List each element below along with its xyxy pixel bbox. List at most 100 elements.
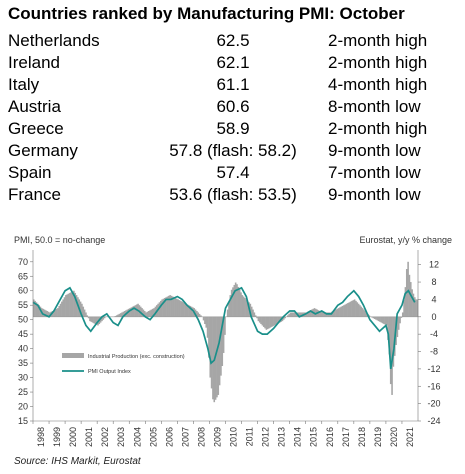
ip-bar	[134, 305, 137, 317]
ip-bar	[67, 293, 70, 317]
ip-bar	[376, 316, 379, 321]
ip-bar	[272, 316, 274, 327]
ip-bar	[311, 309, 313, 317]
ip-bar	[86, 315, 89, 317]
pmi-cell: 57.8 (flash: 58.2)	[169, 141, 297, 160]
ip-bar	[33, 299, 35, 317]
source-note: Source: IHS Markit, Eurostat	[14, 456, 141, 467]
ip-bar	[288, 313, 290, 317]
ip-bar	[242, 296, 245, 317]
country-cell: Italy	[8, 75, 40, 94]
ip-bar	[356, 302, 359, 317]
ip-bar	[87, 316, 90, 319]
ip-bar	[413, 297, 416, 317]
ip-bar	[182, 302, 185, 317]
ip-bar	[150, 309, 153, 317]
ip-bar	[170, 295, 173, 317]
ip-bar	[190, 306, 193, 317]
ip-bar	[232, 287, 234, 317]
ip-bar	[289, 312, 292, 317]
ip-bar	[81, 303, 83, 317]
ip-bar	[261, 316, 264, 326]
left-tick-label: 65	[18, 271, 28, 281]
ip-bar	[196, 311, 198, 317]
ip-bar	[333, 310, 336, 317]
ip-bar	[45, 310, 47, 317]
ip-bar	[317, 310, 320, 317]
left-tick-label: 45	[18, 329, 28, 339]
ip-bar	[404, 287, 407, 317]
ip-bar	[115, 315, 118, 317]
legend-swatch-ip	[62, 353, 84, 358]
ip-bar	[381, 316, 384, 324]
legend: Industrial Production (exc. construction…	[62, 353, 185, 375]
ip-bar	[385, 316, 388, 326]
ip-bar	[142, 309, 145, 317]
ip-bar	[90, 316, 93, 322]
ip-bar	[357, 303, 360, 317]
pmi-cell: 61.1	[216, 75, 250, 94]
ip-bar	[320, 311, 322, 317]
ip-bar	[300, 312, 302, 317]
ip-bar	[217, 316, 220, 395]
ip-bar	[218, 316, 221, 386]
left-tick-label: 70	[18, 257, 28, 267]
x-tick-label: 2006	[164, 427, 174, 447]
ip-bar	[351, 300, 353, 317]
ip-bar	[363, 309, 365, 317]
ip-bar	[224, 316, 226, 335]
ip-bar	[237, 286, 240, 317]
ip-bar	[308, 311, 310, 317]
x-tick-label: 2002	[100, 427, 110, 447]
x-tick-label: 2011	[245, 427, 255, 446]
ip-bar	[336, 308, 339, 317]
ip-bar	[228, 302, 230, 317]
country-cell: Germany	[8, 141, 78, 160]
ip-bar	[189, 305, 191, 317]
ip-bar	[416, 299, 419, 317]
ip-bar	[204, 316, 206, 325]
ip-bar	[38, 305, 40, 317]
ip-bar	[178, 300, 181, 317]
ip-bar	[319, 311, 321, 317]
ip-bar	[352, 300, 355, 317]
ip-bar	[89, 316, 91, 322]
ip-bar	[260, 316, 262, 325]
ip-bar	[117, 314, 119, 317]
ip-bar	[392, 316, 395, 367]
ip-bar	[208, 316, 210, 358]
ip-bar	[202, 316, 205, 321]
left-axis-title: PMI, 50.0 = no-change	[14, 235, 105, 245]
ip-bar	[389, 316, 392, 385]
ip-bar	[192, 307, 194, 317]
right-tick-label: -20	[427, 399, 440, 409]
ip-bar	[407, 261, 409, 317]
ip-bar	[91, 316, 94, 323]
x-tick-label: 2016	[325, 427, 335, 447]
ip-bar	[197, 312, 200, 317]
ip-bar	[348, 302, 351, 317]
ip-bar	[158, 302, 161, 317]
ip-bar	[411, 289, 413, 317]
ip-bar	[47, 311, 50, 317]
table-row: Germany 57.8 (flash: 58.2) 9-month low	[8, 140, 458, 162]
x-tick-label: 2009	[212, 427, 222, 447]
ip-bar	[198, 313, 201, 317]
ip-bar	[245, 299, 248, 317]
ip-bar	[253, 312, 256, 317]
x-tick-label: 2007	[180, 427, 190, 447]
right-tick-label: 8	[431, 277, 436, 287]
ip-bar	[399, 316, 401, 324]
ip-bar	[339, 307, 341, 317]
right-tick-label: -4	[430, 329, 438, 339]
x-tick-label: 2018	[357, 427, 367, 447]
ip-bar	[200, 315, 202, 317]
x-tick-label: 2000	[68, 427, 78, 447]
ip-bar	[57, 308, 59, 317]
ip-bar	[341, 305, 344, 317]
ip-bar	[291, 312, 293, 317]
right-tick-label: -16	[427, 381, 440, 391]
ip-bar	[205, 316, 208, 328]
ip-bar	[176, 298, 178, 317]
ip-bar	[276, 316, 278, 325]
